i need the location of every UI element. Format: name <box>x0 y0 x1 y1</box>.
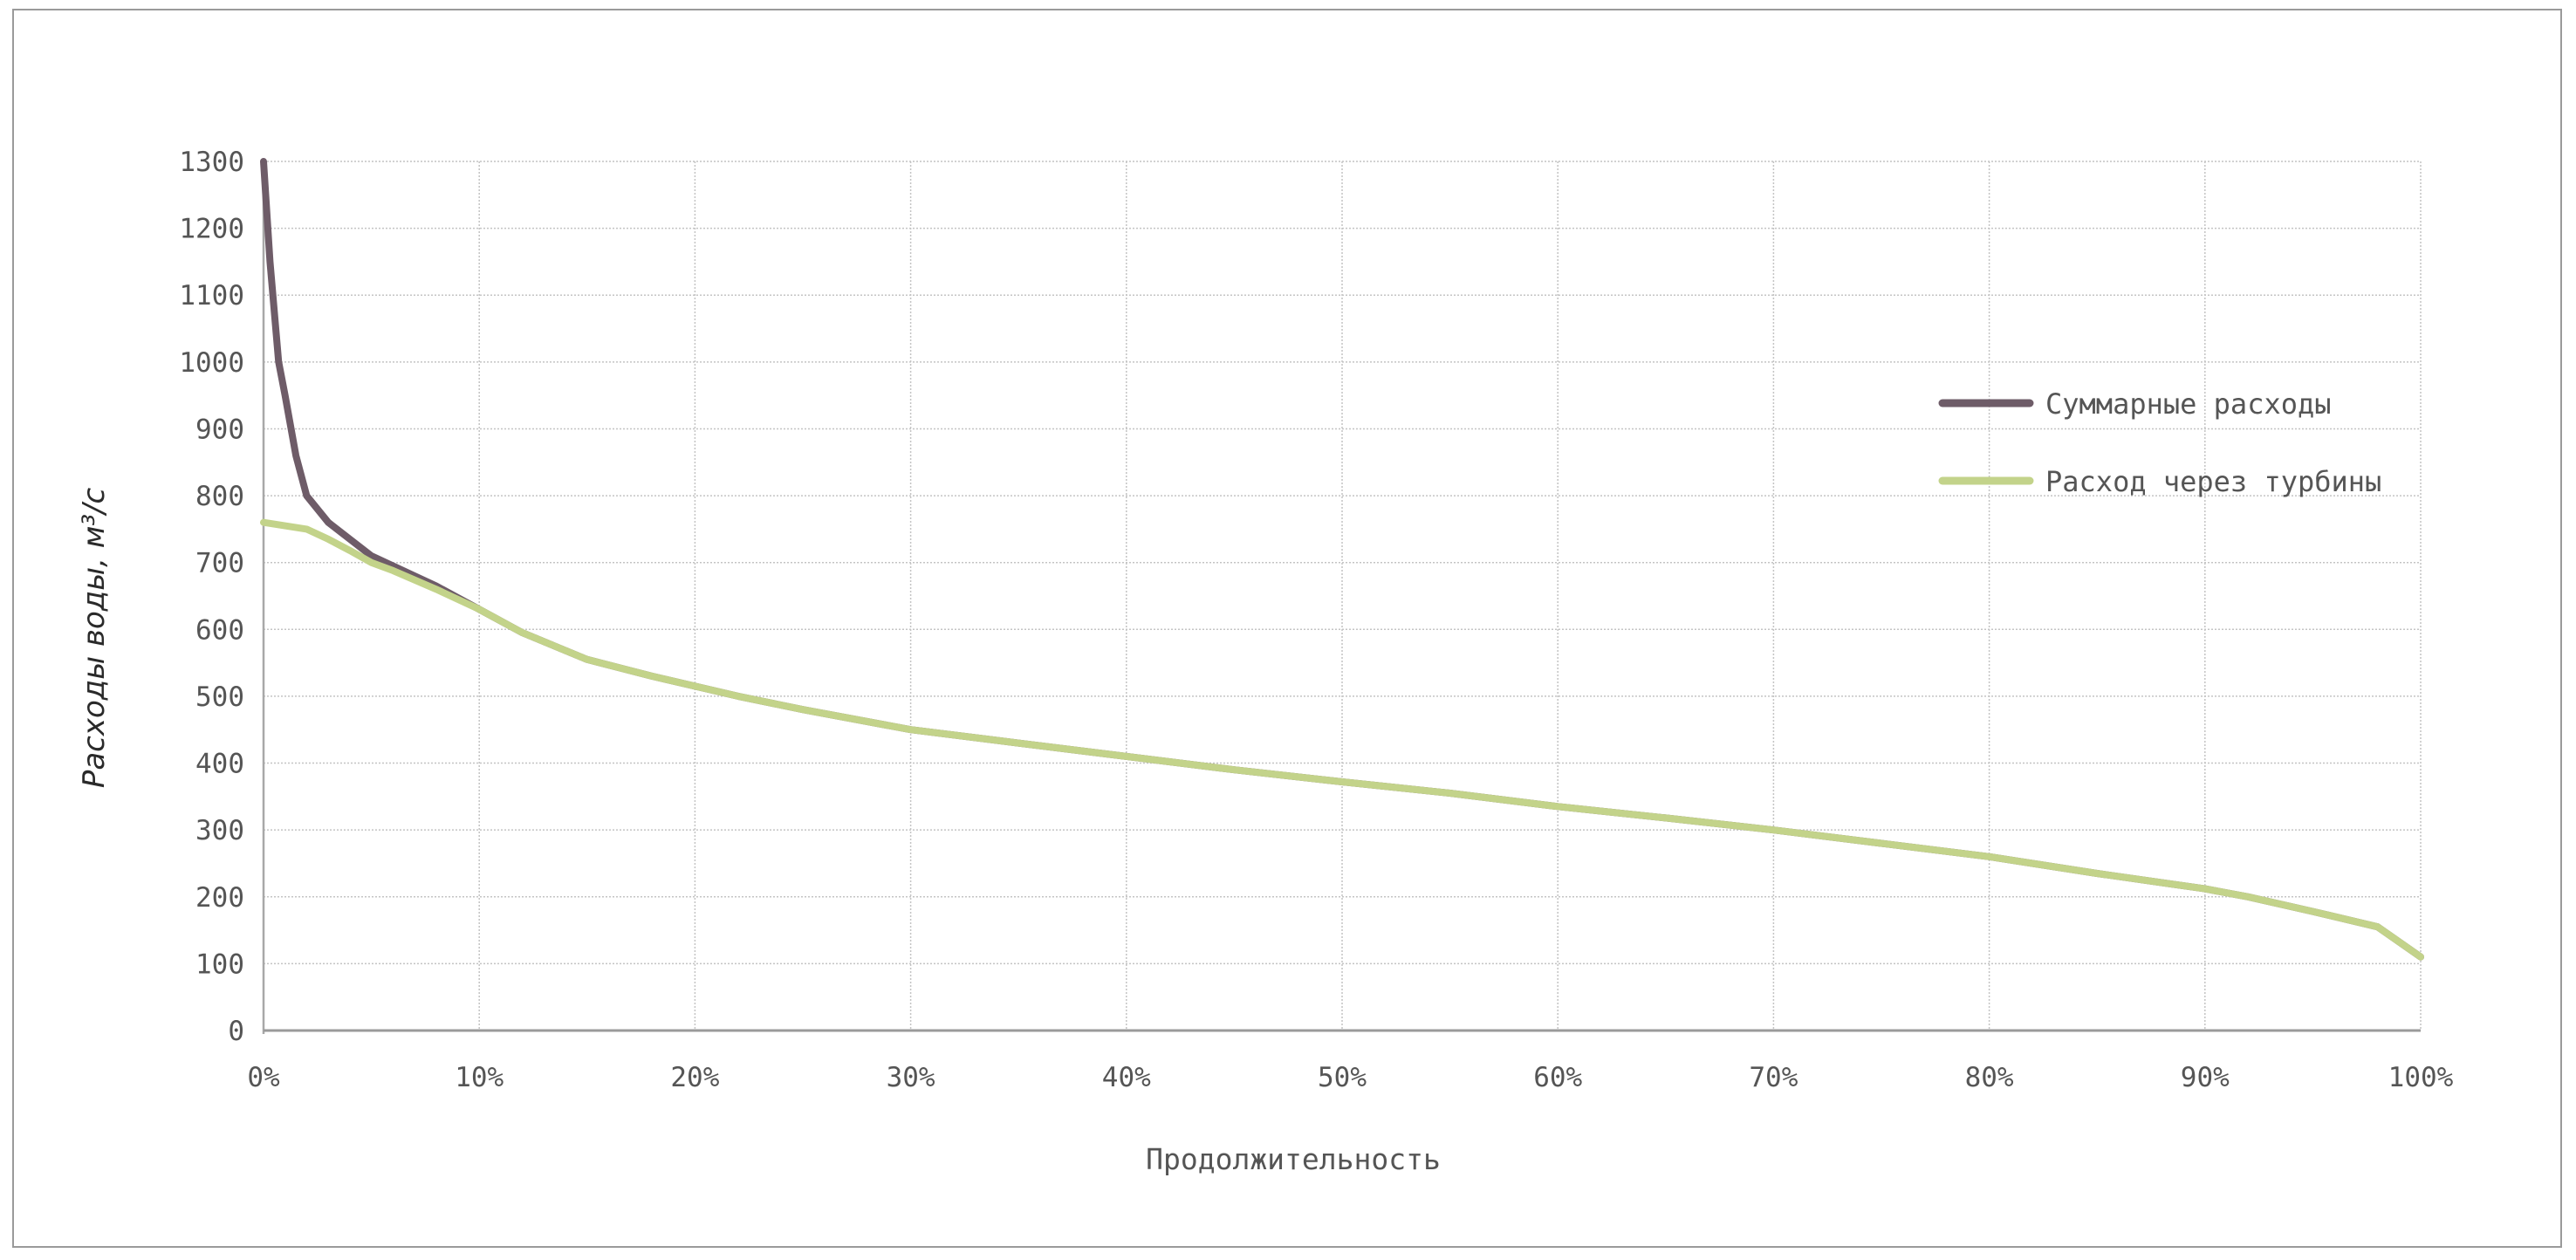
x-tick-label: 70% <box>1749 1062 1798 1093</box>
y-tick-label: 700 <box>195 548 244 579</box>
y-tick-label: 100 <box>195 948 244 980</box>
x-tick-label: 20% <box>670 1062 719 1093</box>
x-tick-label: 50% <box>1318 1062 1367 1093</box>
grid-lines <box>263 161 2422 1031</box>
x-tick-label: 10% <box>455 1062 504 1093</box>
legend-label-summary: Суммарные расходы <box>2045 387 2332 421</box>
x-tick-label: 30% <box>887 1062 935 1093</box>
y-tick-label: 500 <box>195 681 244 713</box>
y-tick-label: 1200 <box>179 214 244 245</box>
legend-label-turbine: Расход через турбины <box>2045 465 2381 498</box>
y-tick-label: 900 <box>195 414 244 445</box>
y-tick-label: 800 <box>195 481 244 512</box>
y-tick-label: 400 <box>195 749 244 780</box>
series-line-1 <box>260 518 2424 961</box>
y-axis-title: Расходы воды, м³/с <box>77 488 112 789</box>
x-tick-label: 90% <box>2181 1062 2230 1093</box>
x-tick-label: 100% <box>2388 1062 2454 1093</box>
x-axis-title: Продолжительность <box>1146 1142 1441 1176</box>
y-tick-label: 200 <box>195 882 244 914</box>
x-tick-label: 0% <box>247 1062 280 1093</box>
y-tick-label: 300 <box>195 815 244 846</box>
legend: Суммарные расходы Расход через турбины <box>1938 387 2381 498</box>
x-tick-label: 40% <box>1102 1062 1151 1093</box>
y-tick-label: 1100 <box>179 280 244 312</box>
chart-frame: 0 100 200 300 400 500 600 700 800 900 1000 1100 1200… <box>12 9 2562 1248</box>
y-tick-label: 1000 <box>179 347 244 379</box>
y-tick-label: 0 <box>228 1016 244 1047</box>
axes <box>262 161 2421 1034</box>
x-tick-label: 80% <box>1965 1062 2014 1093</box>
y-tick-labels: 0 100 200 300 400 500 600 700 800 900 1000 1100 1200… <box>179 147 244 1047</box>
line-chart: 0 100 200 300 400 500 600 700 800 900 1000 1100 1200… <box>77 147 2454 1176</box>
y-tick-label: 1300 <box>179 147 244 178</box>
y-tick-label: 600 <box>195 614 244 646</box>
x-tick-label: 60% <box>1533 1062 1582 1093</box>
x-tick-labels: 0% 10% 20% 30% 40% 50% 60% 70% 80% 90% 100% <box>247 1062 2453 1093</box>
series-lines <box>260 158 2424 961</box>
